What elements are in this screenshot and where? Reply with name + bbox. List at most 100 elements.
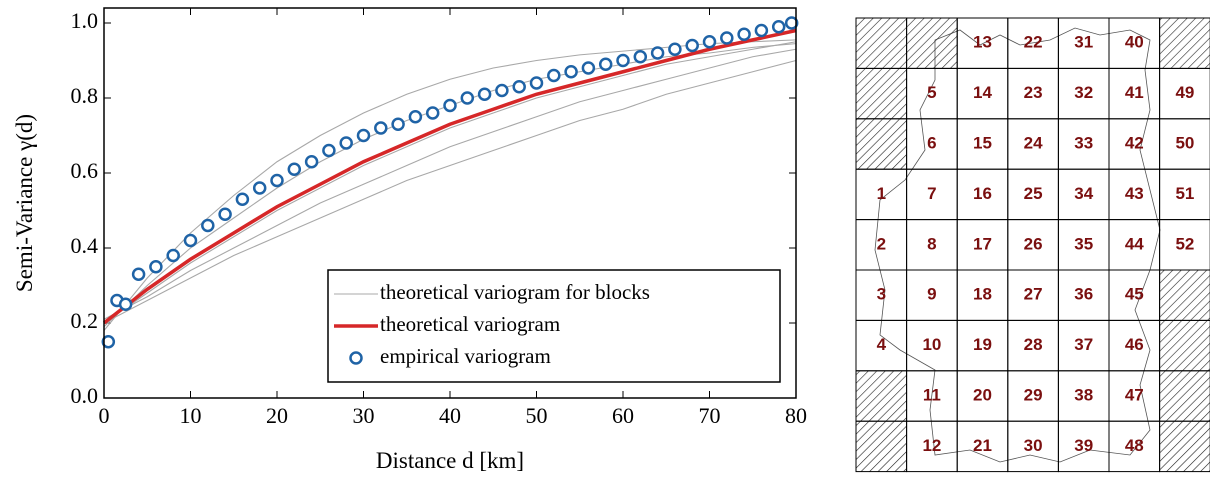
x-tick-label: 50	[526, 403, 548, 428]
empirical-point	[737, 27, 751, 41]
block-map: 13 22 31 405 14 23 32 41 496 15 24 33 42 501 7 16 25 34 43…	[855, 17, 1210, 473]
block-label: 33	[1074, 133, 1093, 152]
empirical-point	[460, 91, 475, 105]
block-label: 25	[1024, 184, 1043, 203]
block-label: 52	[1175, 234, 1194, 253]
empirical-point	[101, 335, 116, 349]
empirical-point	[598, 57, 613, 71]
y-tick-label: 0.4	[71, 233, 99, 258]
block-label: 8	[927, 234, 936, 253]
excluded-block	[1159, 420, 1210, 473]
block-label: 51	[1175, 184, 1194, 203]
empirical-point	[356, 128, 371, 143]
x-tick-label: 70	[699, 403, 721, 428]
empirical-point	[183, 233, 198, 248]
block-variogram-line	[103, 59, 797, 324]
block-label: 21	[973, 436, 992, 455]
block-variogram-line	[103, 48, 797, 320]
empirical-point	[564, 65, 578, 79]
empirical-point	[287, 162, 302, 176]
x-tick-label: 80	[785, 403, 807, 428]
block-label: 29	[1024, 385, 1043, 404]
block-label: 5	[927, 83, 936, 102]
block-label: 26	[1024, 234, 1043, 253]
block-label: 45	[1125, 285, 1144, 304]
y-tick-label: 0.8	[71, 83, 99, 108]
block-label: 28	[1024, 335, 1043, 354]
excluded-block	[855, 118, 908, 170]
x-tick-label: 10	[180, 403, 202, 428]
legend-box	[327, 269, 781, 383]
x-axis-label: Distance d [km]	[376, 448, 524, 473]
empirical-point	[252, 181, 267, 195]
empirical-point	[131, 267, 146, 281]
empirical-point	[166, 248, 180, 263]
block-label: 22	[1024, 33, 1043, 52]
empirical-point	[304, 155, 319, 169]
empirical-point	[529, 76, 544, 90]
excluded-block	[906, 17, 958, 69]
empirical-point	[685, 38, 699, 53]
country-outline	[874, 27, 1161, 463]
block-label: 48	[1125, 436, 1144, 455]
block-label: 37	[1074, 335, 1093, 354]
block-label: 12	[922, 436, 941, 455]
block-label: 16	[973, 184, 992, 203]
variogram-chart: 0 10 20 30 40 50 60 70 80 0.0 0.2 0.4 0.6 0.8 1.0 Dista…	[12, 7, 807, 473]
block-label: 36	[1074, 285, 1093, 304]
excluded-block	[855, 17, 908, 69]
block-label: 18	[973, 285, 992, 304]
legend-label: theoretical variogram	[380, 312, 560, 336]
y-tick-label: 0.2	[71, 308, 99, 333]
empirical-point	[149, 260, 163, 274]
empirical-point	[235, 192, 250, 206]
empirical-point	[374, 121, 388, 135]
legend-label: empirical variogram	[380, 344, 551, 368]
x-tick-label: 60	[612, 403, 634, 428]
block-label: 9	[927, 285, 936, 304]
block-label: 50	[1175, 133, 1194, 152]
block-label: 13	[973, 33, 992, 52]
empirical-point	[547, 68, 561, 83]
x-tick-label: 40	[439, 403, 461, 428]
empirical-point	[720, 31, 734, 45]
variogram-line	[102, 28, 797, 325]
empirical-point	[495, 83, 509, 98]
block-label: 42	[1125, 133, 1144, 152]
block-label: 10	[922, 335, 941, 354]
block-label: 23	[1024, 83, 1043, 102]
block-label: 43	[1125, 184, 1144, 203]
excluded-block	[1159, 319, 1210, 372]
block-label: 2	[877, 234, 886, 253]
x-tick-label: 30	[353, 403, 375, 428]
empirical-point	[339, 136, 353, 150]
excluded-block	[1159, 370, 1210, 422]
x-tick-label: 0	[99, 403, 110, 428]
empirical-point	[477, 87, 492, 101]
legend-marker	[349, 351, 363, 365]
excluded-block	[1159, 269, 1210, 321]
block-label: 38	[1074, 385, 1093, 404]
empirical-point	[633, 50, 648, 64]
empirical-point	[771, 20, 786, 34]
block-label: 34	[1074, 184, 1093, 203]
block-label: 46	[1125, 335, 1144, 354]
block-label: 35	[1074, 234, 1093, 253]
block-label: 27	[1024, 285, 1043, 304]
block-label: 47	[1125, 385, 1144, 404]
block-variogram-line	[103, 41, 797, 324]
empirical-point	[322, 143, 336, 158]
block-label: 41	[1125, 83, 1144, 102]
empirical-point	[754, 23, 769, 38]
block-label: 11	[923, 385, 941, 404]
block-label: 24	[1024, 133, 1043, 152]
legend-label: theoretical variogram for blocks	[380, 280, 650, 304]
block-label: 31	[1074, 33, 1093, 52]
empirical-point	[443, 98, 457, 113]
y-tick-label: 0.0	[71, 383, 99, 408]
block-label: 44	[1125, 234, 1144, 253]
block-label: 7	[927, 184, 936, 203]
block-label: 20	[973, 385, 992, 404]
block-label: 14	[973, 83, 992, 102]
excluded-block	[1159, 17, 1210, 69]
